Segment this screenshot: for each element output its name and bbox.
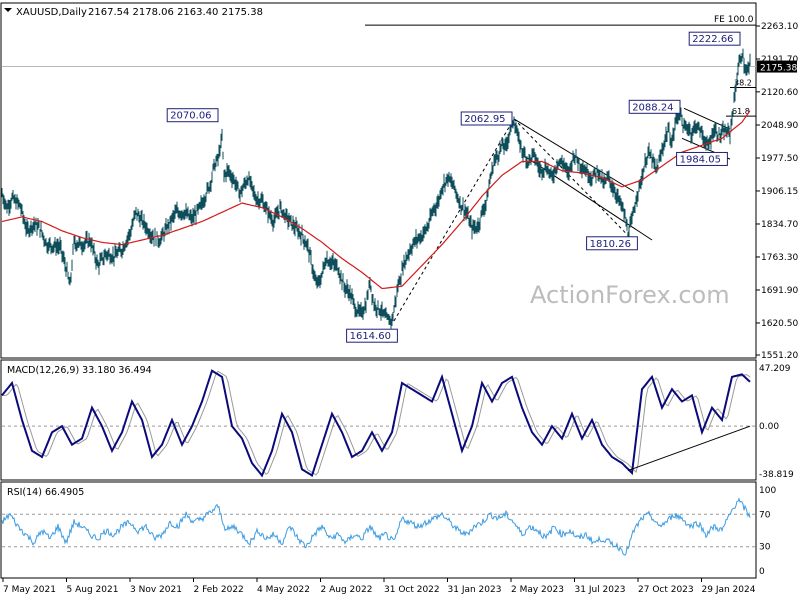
rsi-panel	[0, 481, 757, 579]
symbol-label: XAUUSD,Daily	[16, 7, 87, 18]
annotation-box	[688, 31, 741, 46]
price-bars	[1, 48, 751, 331]
annotation-label: 2070.06	[170, 111, 211, 122]
rsi-plot	[1, 497, 756, 556]
annotation-label: 1810.26	[590, 239, 631, 250]
annotation-box	[166, 108, 219, 123]
collapse-triangle-icon[interactable]	[4, 8, 12, 12]
price-tick-label: 2120.60	[761, 88, 798, 98]
rsi-tick-label: 30	[759, 543, 771, 553]
price-tick-label: 1977.50	[761, 154, 798, 164]
annotation-label: 1614.60	[350, 331, 391, 342]
date-tick-label: 4 May 2022	[257, 585, 310, 595]
ohlc-values: 2167.54 2178.06 2163.40 2175.38	[88, 7, 263, 18]
price-tick-label: 1620.50	[761, 319, 798, 329]
rsi-tick-label: 70	[759, 510, 771, 520]
macd-tick-label: 47.209	[759, 364, 791, 374]
annotation-box	[460, 111, 513, 126]
price-tick-label: 1834.70	[761, 220, 798, 230]
annotation-box	[586, 236, 638, 251]
macd-plot	[1, 369, 756, 478]
fib-label: 61.8	[732, 107, 750, 116]
annotation-box	[346, 328, 398, 343]
date-tick-label: 31 Jan 2023	[448, 585, 502, 595]
date-tick-label: 27 Oct 2023	[638, 585, 694, 595]
annotation-label: 2222.66	[692, 34, 733, 45]
price-tick-label: 1763.30	[761, 253, 798, 263]
price-tick-label: 1906.15	[761, 187, 798, 197]
rsi-tick-label: 100	[759, 486, 776, 496]
date-tick-label: 31 Jul 2023	[575, 585, 626, 595]
macd-tick-label: -38.819	[759, 470, 794, 480]
annotation-box	[676, 151, 728, 166]
date-tick-label: 31 Oct 2022	[384, 585, 440, 595]
macd-label: MACD(12,26,9) 33.180 36.494	[7, 365, 152, 376]
annotation-label: 2088.24	[632, 102, 673, 113]
annotation-label: 2062.95	[464, 114, 505, 125]
price-tick-label: 1551.20	[761, 351, 798, 361]
annotation-box	[628, 99, 681, 114]
macd-signal-line	[2, 370, 751, 476]
watermark: ActionForex.com	[530, 281, 730, 309]
date-tick-label: 7 May 2021	[3, 585, 56, 595]
price-tick-label: 1691.90	[761, 286, 798, 296]
main-plot: FE 100.0 38.2 61.8 2070.06 1614.60 2062.95 181…	[1, 15, 756, 343]
macd-trend-line	[627, 425, 751, 471]
date-tick-label: 2 Feb 2022	[194, 585, 244, 595]
macd-line	[1, 369, 751, 478]
annotation-label: 1984.05	[680, 154, 721, 165]
rsi-line	[1, 497, 751, 556]
current-price-box	[757, 60, 797, 73]
fib-label: 38.2	[734, 79, 752, 88]
date-tick-label: 5 Aug 2021	[67, 585, 119, 595]
fib-label: FE 100.0	[714, 15, 754, 25]
price-tick-label: 2048.90	[761, 121, 798, 131]
price-tick-label: 2263.10	[761, 22, 798, 32]
rsi-tick-label: 0	[759, 567, 765, 577]
date-tick-label: 3 Nov 2021	[130, 585, 182, 595]
main-panel	[0, 2, 757, 359]
macd-tick-label: 0.00	[759, 422, 779, 432]
rsi-label: RSI(14) 66.4905	[7, 487, 84, 498]
date-tick-label: 2 Aug 2022	[321, 585, 373, 595]
current-price-label: 2175.38	[760, 64, 797, 74]
moving-average-line	[1, 110, 751, 290]
date-tick-label: 29 Jan 2024	[702, 585, 756, 595]
price-tick-label: 2191.70	[761, 55, 798, 65]
axes: 2263.10 2191.70 2120.60 2048.90 1977.50 1906.…	[2, 22, 798, 595]
date-tick-label: 2 May 2023	[511, 585, 564, 595]
macd-panel	[0, 359, 757, 481]
